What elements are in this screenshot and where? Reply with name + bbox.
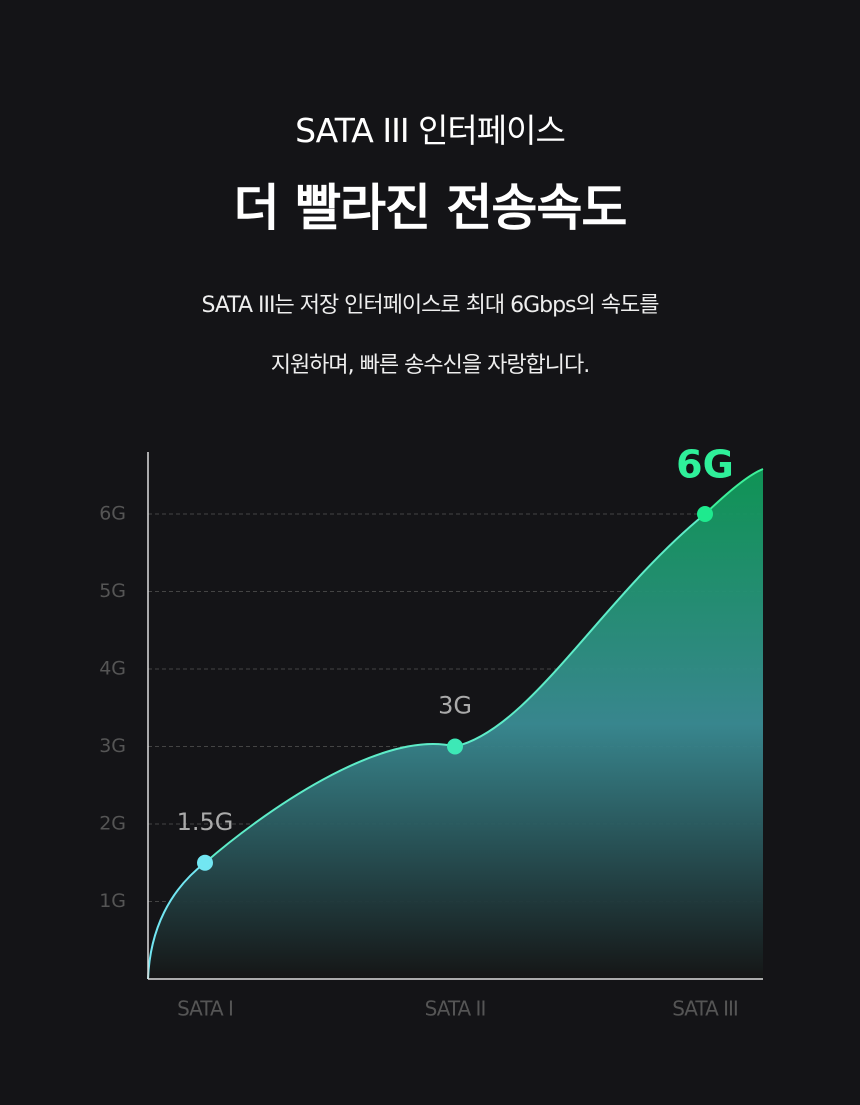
- value-label: 1.5G: [177, 808, 234, 836]
- x-tick-label: SATA II: [425, 997, 486, 1021]
- description: SATA III는 저장 인터페이스로 최대 6Gbps의 속도를: [201, 293, 660, 318]
- area-fill: [148, 469, 763, 979]
- x-tick-label: SATA III: [672, 997, 738, 1021]
- description: 지원하며, 빠른 송수신을 자랑합니다.: [270, 353, 591, 378]
- x-tick-label: SATA I: [177, 997, 233, 1021]
- y-tick-label: 4G: [99, 658, 126, 680]
- value-label: 3G: [438, 692, 472, 720]
- y-tick-label: 3G: [99, 735, 126, 757]
- title: 더 빨라진 전송속도: [233, 179, 628, 237]
- y-tick-label: 2G: [99, 813, 126, 835]
- data-point: [697, 506, 713, 522]
- y-tick-label: 5G: [99, 580, 126, 602]
- curve-extension: [147, 861, 206, 980]
- y-tick-label: 6G: [99, 503, 126, 525]
- value-label: 6G: [676, 443, 734, 487]
- y-tick-label: 1G: [99, 890, 126, 912]
- curve-extension: [704, 468, 764, 515]
- subtitle: SATA III 인터페이스: [295, 111, 566, 150]
- data-point: [447, 738, 463, 755]
- data-point: [197, 854, 213, 871]
